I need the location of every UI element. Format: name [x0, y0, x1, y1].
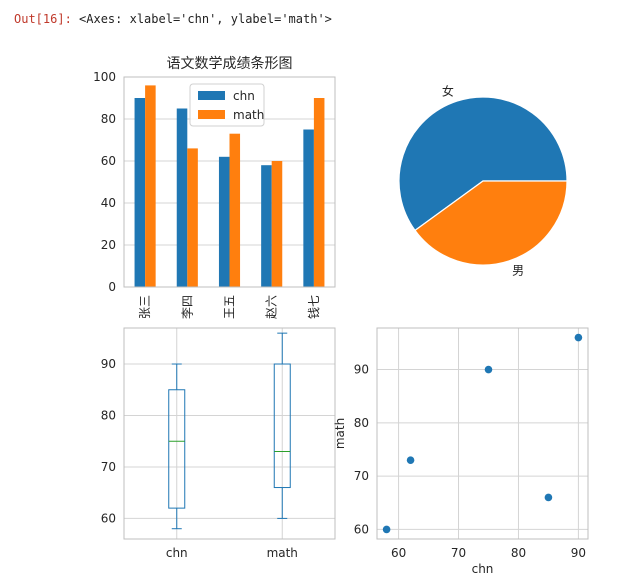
scatter-xtick-label: 60: [391, 546, 406, 560]
box-plot-axes: 60 70 80 90 chn math: [101, 327, 336, 560]
scatter-xtick-label: 90: [571, 546, 586, 560]
legend-label-math: math: [233, 108, 264, 122]
bar-ytick-label: 100: [93, 70, 116, 84]
scatter-ylabel: math: [333, 418, 347, 449]
cell-output-line: Out[16]: <Axes: xlabel='chn', ylabel='ma…: [14, 12, 332, 26]
bar-xtick-label: 赵六: [265, 295, 279, 319]
bar-xtick-label: 王五: [223, 295, 237, 319]
scatter-axes-frame: [376, 327, 589, 540]
scatter-point: [406, 456, 415, 464]
bar-math: [187, 148, 198, 287]
scatter-point: [574, 333, 583, 342]
bar-ytick-label: 0: [108, 280, 116, 294]
scatter-xtick-label: 70: [451, 546, 466, 560]
scatter-point: [484, 365, 493, 374]
bar-chn: [303, 129, 314, 287]
scatter-xtick-label: 80: [511, 546, 526, 560]
box-xtick-label: chn: [166, 546, 188, 560]
legend-swatch-chn: [198, 91, 225, 100]
box-ytick-label: 70: [101, 460, 116, 474]
bar-math: [271, 161, 283, 287]
bar-math: [145, 85, 156, 288]
bar-ytick-label: 60: [101, 154, 116, 168]
pie-slice-label: 女: [442, 84, 454, 99]
scatter-ytick-label: 60: [354, 522, 369, 536]
bar-chn: [176, 108, 188, 287]
scatter-plot-axes: 60 70 80 90 60 70 80 90 chn math: [333, 327, 589, 576]
box-xtick-label: math: [267, 546, 298, 560]
bar-chn: [218, 156, 230, 287]
output-prompt: Out[16]:: [14, 12, 80, 26]
scatter-ytick-label: 90: [354, 363, 369, 377]
scatter-point: [382, 525, 391, 534]
box-axes-frame: [123, 327, 336, 540]
legend-swatch-math: [198, 110, 225, 119]
pie-chart-axes: 女男: [398, 84, 568, 277]
legend-label-chn: chn: [233, 89, 255, 103]
bar-ytick-label: 80: [101, 112, 116, 126]
scatter-xlabel: chn: [472, 562, 494, 576]
bar-chart-axes: 0 20 40 60 80 100 张三 李四 王五 赵六 钱七 语文数学成绩条形图 chn math: [93, 55, 336, 319]
bar-math: [313, 98, 325, 287]
bar-math: [229, 133, 241, 287]
scatter-ytick-label: 70: [354, 469, 369, 483]
bar-xtick-label: 李四: [179, 295, 194, 319]
bar-axes-frame: [123, 76, 336, 288]
bar-ytick-label: 20: [101, 238, 116, 252]
bar-chn: [134, 98, 146, 287]
pie-slice-label: 男: [512, 263, 524, 277]
bar-xtick-label: 钱七: [306, 295, 321, 319]
output-repr: <Axes: xlabel='chn', ylabel='math'>: [79, 12, 332, 26]
box-iqr-rect: [273, 363, 291, 489]
pie-slice: [398, 96, 568, 232]
scatter-ytick-label: 80: [354, 416, 369, 430]
box-ytick-label: 60: [101, 511, 116, 525]
bar-chn: [261, 165, 272, 287]
box-ytick-label: 80: [101, 408, 116, 422]
scatter-point: [544, 493, 553, 502]
bar-ytick-label: 40: [101, 196, 116, 210]
bar-chart-title: 语文数学成绩条形图: [167, 55, 293, 72]
box-ytick-label: 90: [101, 357, 116, 371]
box-iqr-rect: [168, 389, 186, 509]
pie-slice: [414, 180, 568, 266]
bar-xtick-label: 张三: [138, 295, 152, 319]
